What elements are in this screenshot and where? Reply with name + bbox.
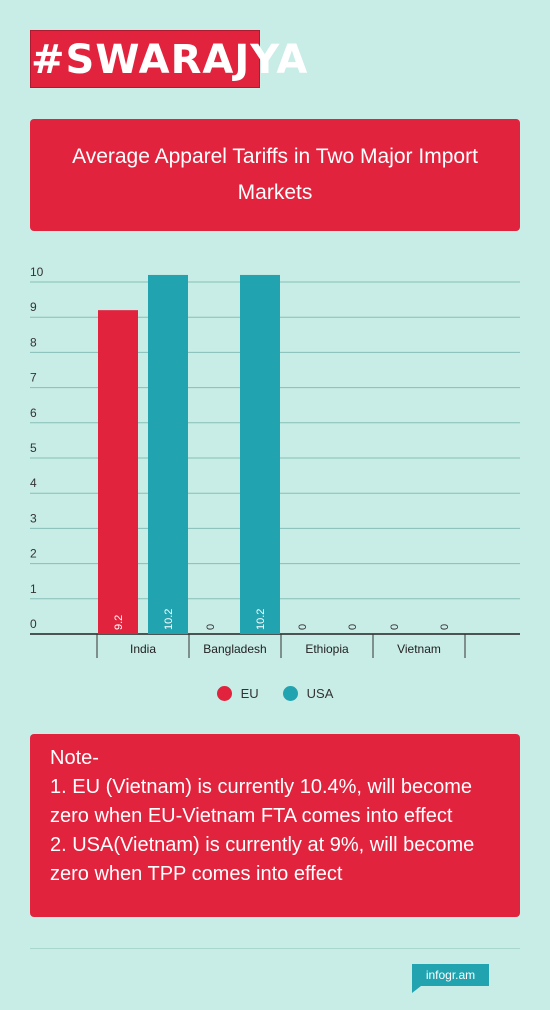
x-tick-label: Vietnam [397, 642, 441, 656]
bar-usa [148, 274, 188, 634]
note-box: Note- 1. EU (Vietnam) is currently 10.4%… [30, 734, 520, 917]
chart-title: Average Apparel Tariffs in Two Major Imp… [72, 145, 478, 204]
y-tick-label: 8 [30, 335, 37, 349]
y-tick-label: 9 [30, 300, 37, 314]
legend-item-eu[interactable]: EU [216, 686, 259, 701]
data-label: 0 [439, 624, 451, 630]
note-heading: Note- [50, 747, 99, 769]
x-tick-label: Ethiopia [305, 642, 349, 656]
data-label: 0 [347, 624, 359, 630]
infogram-brand-badge[interactable]: infogr.am [412, 964, 489, 993]
y-tick-label: 7 [30, 371, 37, 385]
logo: #SWARAJYA [30, 30, 307, 88]
y-tick-label: 10 [30, 265, 44, 279]
y-tick-label: 2 [30, 547, 37, 561]
footer-divider [30, 948, 520, 949]
data-label: 10.2 [163, 609, 175, 630]
bar-chart: 0 1 2 3 4 5 6 7 8 9 10 India 9.2 10.2 Bangladesh 0 10.2 E… [30, 265, 520, 658]
bar-usa [240, 274, 280, 634]
chart-title-box: Average Apparel Tariffs in Two Major Imp… [30, 119, 520, 231]
speech-tail-icon [412, 986, 421, 993]
y-tick-label: 5 [30, 441, 37, 455]
note-item: 2. USA(Vietnam) is currently at 9%, will… [50, 834, 475, 885]
legend-swatch-usa [282, 686, 298, 701]
y-tick-label: 4 [30, 476, 37, 490]
brand-label: infogr.am [425, 968, 476, 982]
data-label: 0 [389, 624, 401, 630]
legend-item-usa[interactable]: USA [282, 686, 334, 701]
legend-swatch-eu [216, 686, 232, 701]
legend-label-usa: USA [306, 686, 334, 701]
note-item: 1. EU (Vietnam) is currently 10.4%, will… [50, 776, 473, 827]
y-tick-label: 0 [30, 617, 37, 631]
y-tick-label: 1 [30, 582, 37, 596]
data-label: 0 [297, 624, 309, 630]
data-label: 10.2 [255, 609, 267, 630]
data-label: 0 [205, 624, 217, 630]
chart-legend: EU USA [0, 686, 550, 701]
data-label: 9.2 [113, 615, 125, 630]
bar-eu [98, 310, 138, 634]
x-tick-label: India [130, 642, 156, 656]
y-tick-label: 3 [30, 511, 37, 525]
y-tick-label: 6 [30, 406, 37, 420]
x-tick-label: Bangladesh [203, 642, 266, 656]
legend-label-eu: EU [240, 686, 259, 701]
